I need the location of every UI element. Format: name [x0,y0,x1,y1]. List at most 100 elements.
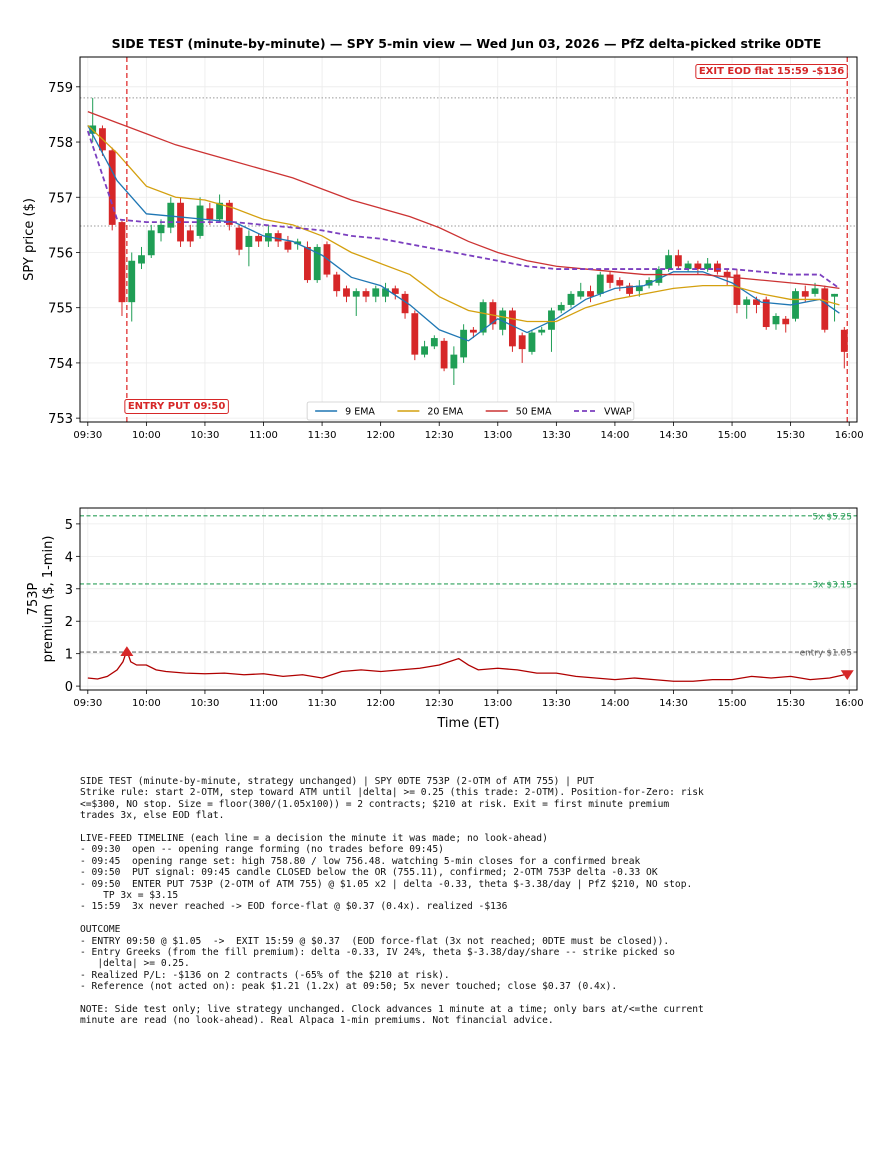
x-tick-label: 13:30 [542,430,571,441]
candle-body [274,233,282,242]
candle-body [421,346,428,355]
report-line: - 09:50 ENTER PUT 753P (2-OTM of ATM 755… [80,878,693,890]
candle-body [245,235,253,247]
candle-body [518,335,526,350]
indicator-line [87,111,840,290]
report-line: - 09:45 opening range set: high 758.80 /… [80,855,641,867]
x-tick-label: 14:00 [601,430,630,441]
x-axis-label: Time (ET) [436,716,499,731]
candle-body [255,235,263,242]
candle-body [538,329,546,333]
chart: 09:30 10:00 10:30 11:00 11:30 12:00 12:30 13:00… [22,36,864,731]
candle-body [831,293,838,297]
x-tick-label: 16:00 [835,430,864,441]
x-tick-label: 10:00 [132,698,161,709]
report-paragraph: SIDE TEST (minute-by-minute, strategy un… [80,776,704,822]
candle-body [294,241,302,245]
candle-body [138,255,145,264]
legend: 9 EMA 20 EMA 50 EMA VWAP [306,401,635,421]
x-tick-label: 14:30 [659,698,688,709]
candle-body [596,274,604,294]
candle-body [411,313,419,355]
candle-body [665,255,673,270]
x-tick-label: 11:30 [308,430,337,441]
y-tick-label: 753 [48,412,73,427]
report-line: - 09:50 PUT signal: 09:45 candle CLOSED … [80,867,658,879]
candle-body [118,222,126,303]
indicator-line [87,124,840,323]
y-tick-label: 758 [48,136,73,151]
x-tick-label: 12:30 [425,430,454,441]
x-tick-label: 13:00 [483,430,512,441]
candle-body [352,291,360,297]
report-line: trades 3x, else EOD flat. [80,810,225,822]
x-tick-label: 12:30 [425,698,454,709]
y-tick-label: 754 [48,357,73,372]
candle-body [674,255,682,267]
report-paragraph: LIVE-FEED TIMELINE (each line = a decisi… [80,833,704,913]
x-tick-label: 15:00 [718,430,747,441]
candle-body [528,332,536,352]
candle-body [313,246,321,281]
x-tick-label: 10:00 [132,430,161,441]
x-tick-label: 13:30 [542,698,571,709]
report-line: - 15:59 3x never reached -> EOD force-fl… [80,901,508,913]
x-tick-label: 15:00 [718,698,747,709]
candle-body [128,260,136,303]
report-paragraph: NOTE: Side test only; live strategy unch… [80,1004,704,1027]
x-tick-label: 14:30 [659,430,688,441]
candle-body [626,285,633,294]
candle-body [440,340,448,369]
plot-border [79,56,858,423]
y-tick-label: 5 [65,518,73,533]
event-annotation: EXIT EOD flat 15:59 -$136 [695,64,848,79]
report-line: OUTCOME [80,924,121,936]
candle-body [694,263,702,270]
y-axis-label: SPY price ($) [22,198,37,281]
candle-body [548,310,555,330]
trade-marker [120,646,134,656]
candle-body [567,293,575,305]
candle-body [801,291,809,297]
candle-body [284,241,292,250]
candle-body [225,202,233,225]
candle-body [723,271,731,278]
legend-box [306,401,635,421]
y-tick-label: 755 [48,302,73,317]
candle-body [743,299,751,305]
y-tick-label: 757 [48,191,73,206]
x-tick-label: 12:00 [366,430,395,441]
x-tick-label: 11:00 [249,430,278,441]
x-tick-label: 10:30 [191,430,220,441]
report-line: - Realized P/L: -$136 on 2 contracts (-6… [80,969,450,981]
legend-item: 20 EMA [397,407,464,418]
candle-body [469,329,477,333]
report-line: minute are read (no look-ahead). Real Al… [80,1015,554,1027]
candle-body [216,202,224,220]
candle-body [333,274,341,292]
candle-body [587,291,594,297]
candle-body [684,263,692,270]
report-line: - Reference (not acted on): peak $1.21 (… [80,981,618,993]
candle-body [655,269,663,283]
x-tick-label: 11:00 [249,698,278,709]
event-label-box [124,399,229,414]
legend-item: 50 EMA [485,407,552,418]
candle-body [430,338,438,347]
candle-body [704,263,712,270]
candle-body [713,263,721,272]
candle-body [147,230,155,256]
report-line: Strike rule: start 2-OTM, step toward AT… [80,787,704,799]
legend-item: VWAP [574,407,632,418]
candle-body [753,299,760,305]
report-line: - Entry Greeks (from the fill premium): … [80,947,675,959]
x-tick-label: 16:00 [835,698,864,709]
plot-border [79,507,858,691]
x-tick-label: 09:30 [73,698,102,709]
candle-body [206,208,214,220]
x-tick-label: 14:00 [601,698,630,709]
reference-label: entry $1.05 [800,649,852,659]
candle-body [382,288,389,297]
report-line: - ENTRY 09:50 @ $1.05 -> EXIT 15:59 @ $0… [80,935,670,947]
